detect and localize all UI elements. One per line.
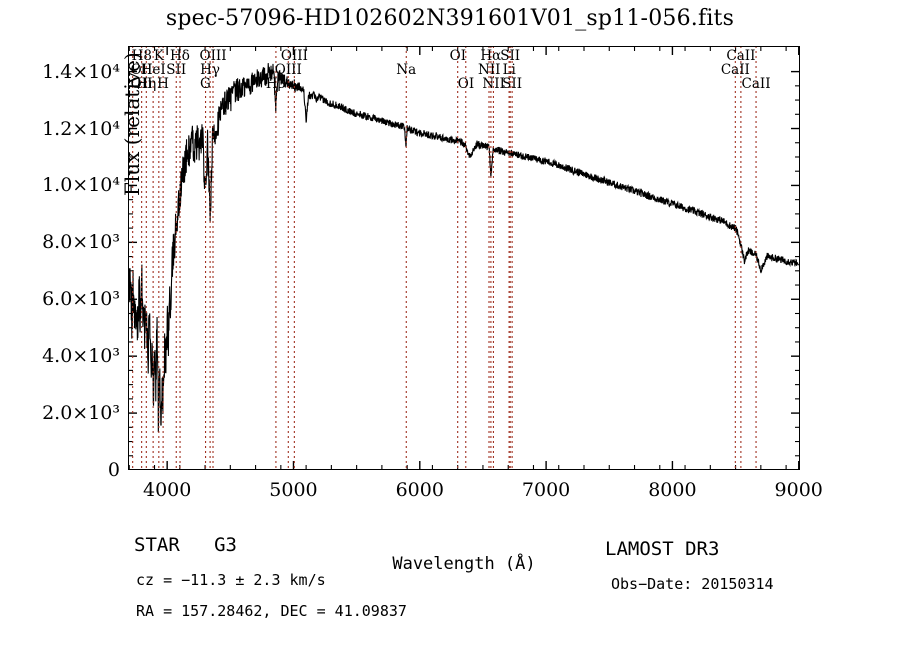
y-axis-tick-label: 1.0×10⁴	[42, 174, 120, 197]
x-axis-tick-label: 7000	[521, 479, 571, 501]
redshift-velocity-label: cz = −11.3 ± 2.3 km/s	[136, 571, 326, 589]
spectral-line-label: OIII	[199, 48, 227, 64]
y-axis-tick-label: 8.0×10³	[42, 231, 120, 254]
spectral-line-label: OII	[130, 76, 153, 92]
y-axis-tick-label: 2.0×10³	[42, 402, 120, 425]
observation-date-label: Obs−Date: 20150314	[611, 575, 774, 593]
plot-frame	[128, 46, 800, 470]
x-axis-tick-label: 9000	[774, 479, 823, 501]
spectral-line-label: CaII	[741, 76, 771, 92]
coordinates-label: RA = 157.28462, DEC = 41.09837	[136, 602, 407, 620]
spectral-line-label: CaII	[720, 62, 750, 78]
spectral-line-label: K	[153, 48, 164, 64]
y-axis-label: Flux (relative)	[120, 52, 144, 196]
spectral-line-label: NII	[478, 62, 501, 78]
spectral-line-label: Hη	[136, 76, 157, 92]
spectral-line-label: OI	[449, 48, 467, 64]
spectral-line-label: G	[200, 76, 211, 92]
spectral-line-label: Hγ	[200, 62, 220, 78]
x-axis-tick-label: 4000	[142, 479, 192, 501]
spectral-line-label: OII	[130, 62, 153, 78]
spectral-line-label: Hδ	[170, 48, 190, 64]
spectrum-canvas	[128, 46, 800, 470]
page-title: spec-57096-HD102602N391601V01_sp11-056.f…	[165, 6, 735, 31]
spectral-line-label: HeI	[140, 62, 166, 78]
spectral-line-label: SII	[500, 48, 521, 64]
y-axis-tick-label: 1.2×10⁴	[42, 117, 120, 140]
y-axis-tick-label: 0	[107, 459, 120, 481]
y-axis-tick-label: 1.4×10⁴	[42, 60, 120, 83]
spectral-line-label: H8	[131, 48, 153, 64]
object-type-label: STAR G3	[134, 534, 237, 556]
spectral-line-label: OI	[457, 76, 475, 92]
spectral-line-label: H	[157, 76, 169, 92]
spectral-line-label: Li	[502, 62, 516, 78]
spectral-line-label: Hβ	[265, 76, 286, 92]
spectral-line-label: NII	[482, 76, 505, 92]
spectral-line-label: SII	[166, 62, 187, 78]
x-axis-tick-label: 5000	[269, 479, 318, 501]
y-axis-tick-label: 4.0×10³	[42, 345, 120, 368]
spectral-line-label: Hα	[480, 48, 502, 64]
spectral-line-label: OIII	[274, 62, 302, 78]
x-axis-tick-label: 6000	[395, 479, 444, 501]
spectrum-trace	[128, 63, 800, 433]
spectral-line-label: SII	[502, 76, 523, 92]
spectral-line-label: Na	[396, 62, 417, 78]
plot-area: 0 2.0×10³ 4.0×10³ 6.0×10³ 8.0×10³ 1.0×10⁴ 1.2×…	[42, 46, 823, 574]
survey-label: LAMOST DR3	[605, 538, 720, 560]
x-axis-tick-label: 8000	[648, 479, 697, 501]
y-axis-tick-label: 6.0×10³	[42, 288, 120, 311]
x-axis-label: Wavelength (Å)	[392, 554, 536, 574]
spectral-line-label: OIII	[280, 48, 308, 64]
spectral-line-label: CaII	[726, 48, 756, 64]
